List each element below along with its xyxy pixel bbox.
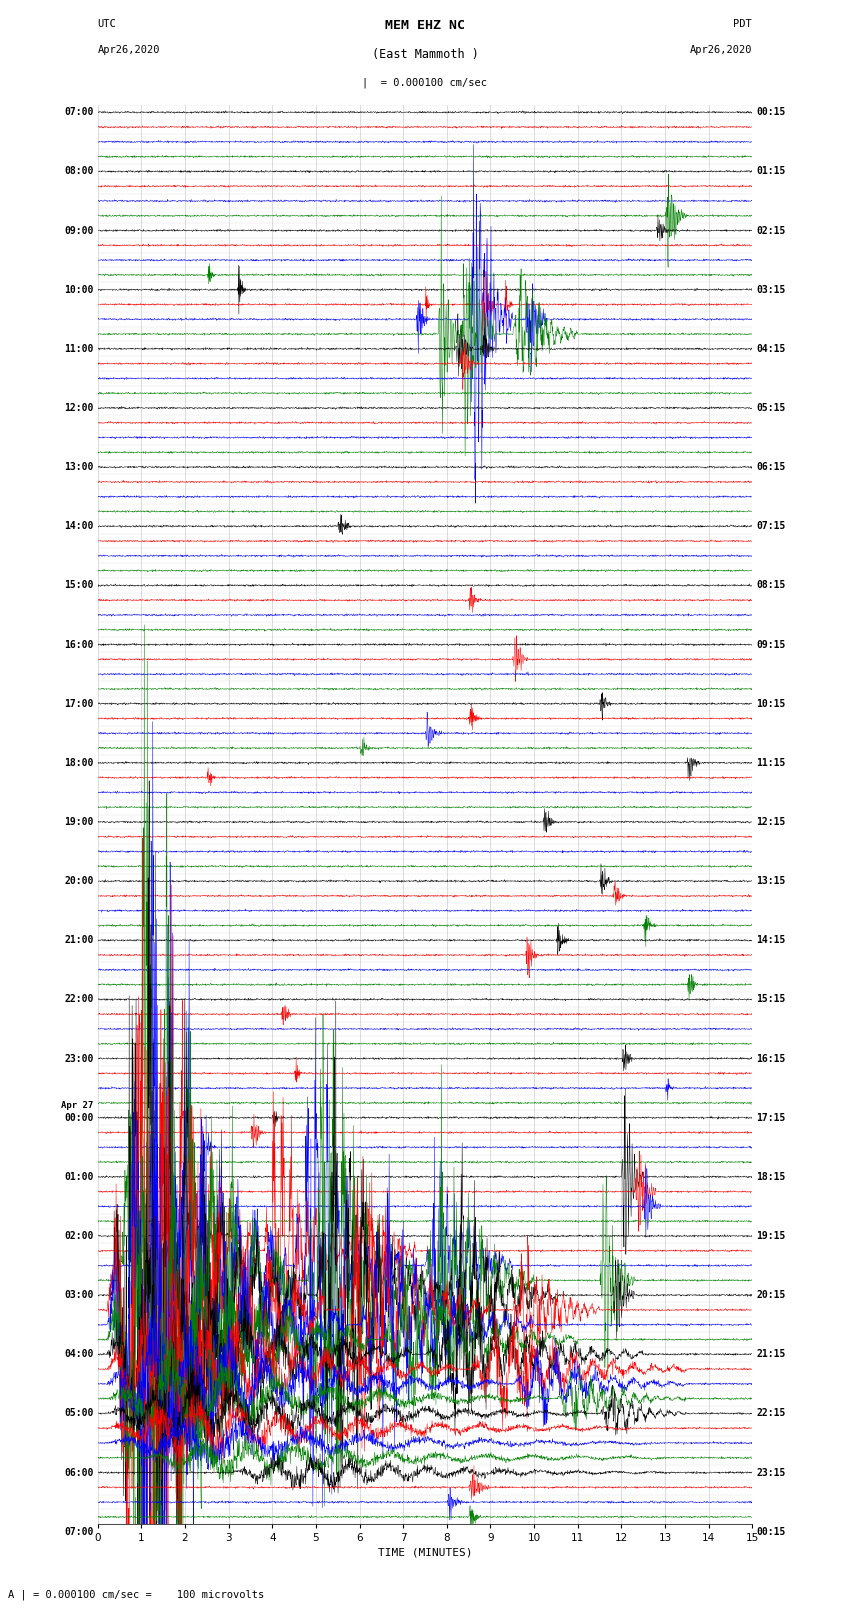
Text: 16:15: 16:15 bbox=[756, 1053, 786, 1063]
Text: 09:15: 09:15 bbox=[756, 639, 786, 650]
Text: 20:15: 20:15 bbox=[756, 1290, 786, 1300]
Text: 02:15: 02:15 bbox=[756, 226, 786, 235]
Text: 15:15: 15:15 bbox=[756, 994, 786, 1005]
Text: 14:15: 14:15 bbox=[756, 936, 786, 945]
Text: (East Mammoth ): (East Mammoth ) bbox=[371, 48, 479, 61]
Text: UTC: UTC bbox=[98, 19, 116, 29]
Text: 17:00: 17:00 bbox=[64, 698, 94, 708]
Text: 21:00: 21:00 bbox=[64, 936, 94, 945]
Text: 08:00: 08:00 bbox=[64, 166, 94, 176]
Text: 06:15: 06:15 bbox=[756, 461, 786, 473]
Text: PDT: PDT bbox=[734, 19, 752, 29]
Text: A | = 0.000100 cm/sec =    100 microvolts: A | = 0.000100 cm/sec = 100 microvolts bbox=[8, 1589, 264, 1600]
X-axis label: TIME (MINUTES): TIME (MINUTES) bbox=[377, 1547, 473, 1558]
Text: 20:00: 20:00 bbox=[64, 876, 94, 886]
Text: 19:00: 19:00 bbox=[64, 816, 94, 827]
Text: 21:15: 21:15 bbox=[756, 1348, 786, 1360]
Text: 12:00: 12:00 bbox=[64, 403, 94, 413]
Text: Apr26,2020: Apr26,2020 bbox=[98, 45, 161, 55]
Text: 01:00: 01:00 bbox=[64, 1171, 94, 1182]
Text: 16:00: 16:00 bbox=[64, 639, 94, 650]
Text: 11:00: 11:00 bbox=[64, 344, 94, 353]
Text: 14:00: 14:00 bbox=[64, 521, 94, 531]
Text: 07:00: 07:00 bbox=[64, 106, 94, 118]
Text: 10:00: 10:00 bbox=[64, 284, 94, 295]
Text: Apr26,2020: Apr26,2020 bbox=[689, 45, 752, 55]
Text: 10:15: 10:15 bbox=[756, 698, 786, 708]
Text: 18:15: 18:15 bbox=[756, 1171, 786, 1182]
Text: |  = 0.000100 cm/sec: | = 0.000100 cm/sec bbox=[362, 77, 488, 89]
Text: 12:15: 12:15 bbox=[756, 816, 786, 827]
Text: Apr 27: Apr 27 bbox=[61, 1100, 94, 1110]
Text: 09:00: 09:00 bbox=[64, 226, 94, 235]
Text: 05:00: 05:00 bbox=[64, 1408, 94, 1418]
Text: 00:00: 00:00 bbox=[64, 1113, 94, 1123]
Text: 04:00: 04:00 bbox=[64, 1348, 94, 1360]
Text: 02:00: 02:00 bbox=[64, 1231, 94, 1240]
Text: 13:00: 13:00 bbox=[64, 461, 94, 473]
Text: 13:15: 13:15 bbox=[756, 876, 786, 886]
Text: 04:15: 04:15 bbox=[756, 344, 786, 353]
Text: 22:15: 22:15 bbox=[756, 1408, 786, 1418]
Text: 07:00: 07:00 bbox=[64, 1526, 94, 1537]
Text: 19:15: 19:15 bbox=[756, 1231, 786, 1240]
Text: 17:15: 17:15 bbox=[756, 1113, 786, 1123]
Text: 11:15: 11:15 bbox=[756, 758, 786, 768]
Text: 03:15: 03:15 bbox=[756, 284, 786, 295]
Text: 01:15: 01:15 bbox=[756, 166, 786, 176]
Text: 08:15: 08:15 bbox=[756, 581, 786, 590]
Text: 03:00: 03:00 bbox=[64, 1290, 94, 1300]
Text: 18:00: 18:00 bbox=[64, 758, 94, 768]
Text: 00:15: 00:15 bbox=[756, 1526, 786, 1537]
Text: 23:15: 23:15 bbox=[756, 1468, 786, 1478]
Text: 00:15: 00:15 bbox=[756, 106, 786, 118]
Text: 22:00: 22:00 bbox=[64, 994, 94, 1005]
Text: 23:00: 23:00 bbox=[64, 1053, 94, 1063]
Text: 15:00: 15:00 bbox=[64, 581, 94, 590]
Text: 07:15: 07:15 bbox=[756, 521, 786, 531]
Text: 06:00: 06:00 bbox=[64, 1468, 94, 1478]
Text: MEM EHZ NC: MEM EHZ NC bbox=[385, 19, 465, 32]
Text: 05:15: 05:15 bbox=[756, 403, 786, 413]
